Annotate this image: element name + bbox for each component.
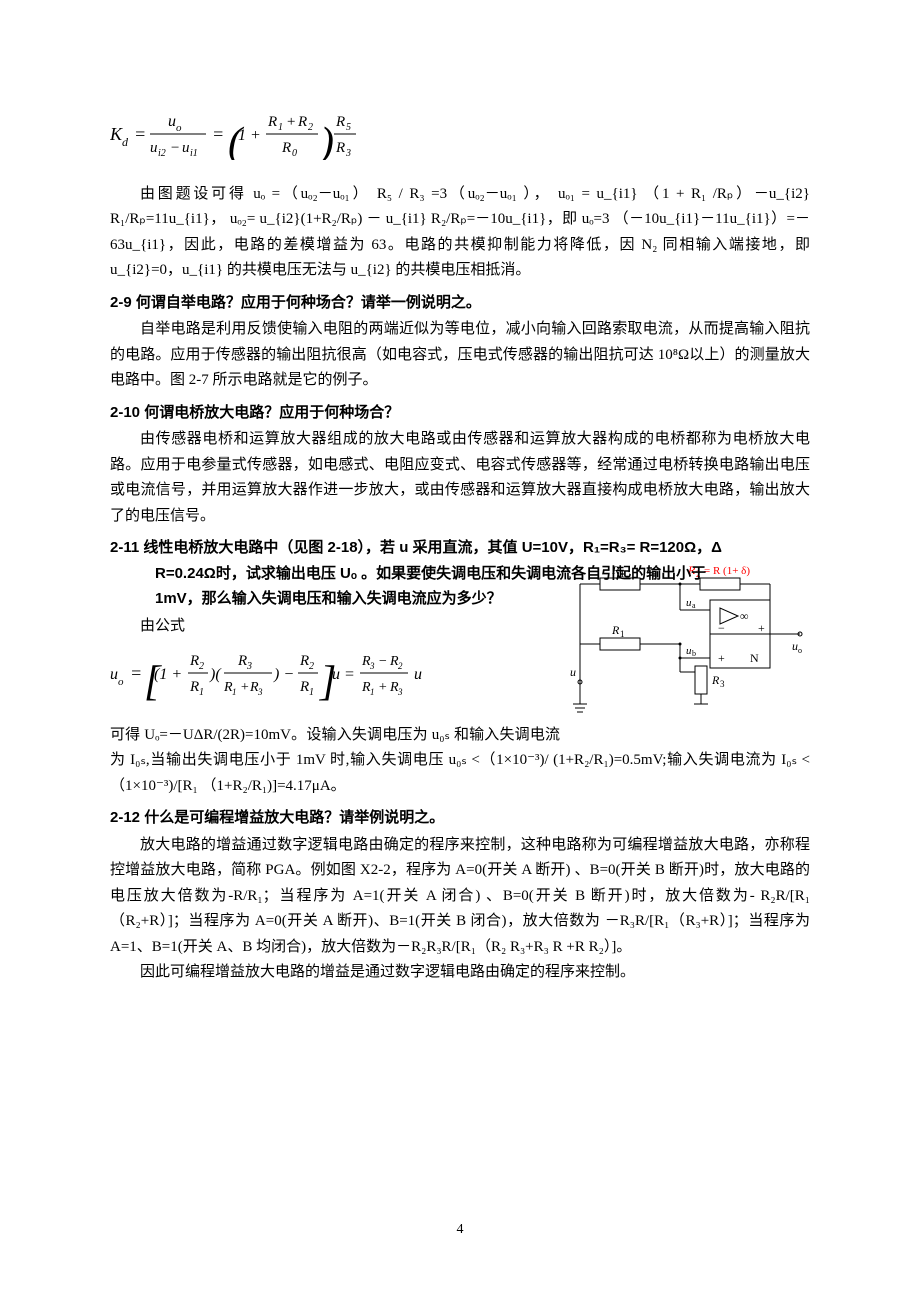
svg-text:3: 3 (720, 679, 725, 689)
svg-text:)(: )( (209, 666, 222, 683)
svg-text:3: 3 (397, 687, 403, 697)
circuit-diagram: R1 R 2 = R (1+ δ) ua R1 ub (570, 564, 810, 734)
heading-2-10: 2-10 何谓电桥放大电路？应用于何种场合？ (110, 400, 810, 426)
svg-text:5: 5 (346, 122, 351, 133)
svg-text:o: o (176, 122, 182, 134)
svg-text:+: + (758, 621, 765, 635)
svg-text:1: 1 (278, 122, 283, 133)
svg-text:=: = (134, 124, 146, 144)
svg-text:3: 3 (257, 687, 263, 697)
svg-text:3: 3 (369, 661, 375, 671)
heading-2-9: 2-9 何谓自举电路？应用于何种场合？请举一例说明之。 (110, 290, 810, 316)
svg-text:1 +: 1 + (238, 127, 261, 144)
svg-text:+: + (286, 114, 296, 130)
svg-text:i2: i2 (158, 148, 166, 159)
svg-text:u =: u = (332, 666, 355, 683)
svg-text:1: 1 (232, 687, 237, 697)
paragraph-2-12-b: 因此可编程增益放大电路的增益是通过数字逻辑电路由确定的程序来控制。 (110, 960, 810, 986)
svg-text:∞: ∞ (740, 609, 749, 623)
paragraph-1: 由图题设可得 uₒ =（uₒ₂－uₒ₁） R₅ / R₃ =3（uₒ₂－uₒ₁ … (110, 182, 810, 284)
page-number: 4 (0, 1218, 920, 1242)
svg-text:) −: ) − (273, 666, 294, 683)
svg-text:(1 +: (1 + (154, 666, 182, 683)
svg-text:R: R (281, 140, 291, 156)
svg-text:=: = (212, 124, 224, 144)
heading-2-11-b: R=0.24Ω时，试求输出电压 Uₒ 。如果要使失调电压和失调电流各自引起的输出… (110, 561, 810, 587)
svg-text:o: o (118, 676, 124, 688)
paragraph-2-9: 自举电路是利用反馈使输入电阻的两端近似为等电位，减小向输入回路索取电流，从而提高… (110, 317, 810, 394)
svg-text:R: R (189, 653, 199, 669)
svg-text:3: 3 (345, 148, 351, 159)
svg-text:R: R (189, 679, 199, 695)
svg-text:2: 2 (398, 661, 403, 671)
svg-text:N: N (750, 651, 759, 665)
svg-text:−: − (718, 621, 725, 635)
svg-text:2: 2 (199, 661, 204, 672)
svg-text:+: + (718, 651, 725, 665)
svg-text:2: 2 (309, 661, 314, 672)
svg-text:1: 1 (620, 629, 625, 639)
paragraph-2-12-a: 放大电路的增益通过数字逻辑电路由确定的程序来控制，这种电路称为可编程增益放大电路… (110, 833, 810, 961)
svg-text:−: − (378, 654, 387, 669)
svg-text:u: u (168, 113, 176, 130)
svg-text:R: R (611, 623, 620, 637)
svg-text:0: 0 (292, 148, 297, 159)
svg-text:d: d (122, 135, 129, 149)
svg-text:1: 1 (309, 687, 314, 698)
svg-text:1: 1 (370, 687, 375, 697)
svg-text:+: + (378, 680, 387, 695)
paragraph-2-11-b: 可得 Uₒ=－UΔR/(2R)=10mV。设输入失调电压为 u₀ₛ 和输入失调电… (110, 723, 810, 800)
svg-text:a: a (692, 601, 696, 610)
svg-text:R: R (711, 673, 720, 687)
svg-text:o: o (798, 646, 802, 655)
svg-text:=: = (130, 663, 142, 683)
svg-text:i1: i1 (190, 148, 198, 159)
svg-text:+: + (240, 680, 249, 695)
svg-text:3: 3 (246, 661, 252, 672)
svg-text:R: R (299, 653, 309, 669)
svg-text:R: R (237, 653, 247, 669)
svg-text:u: u (414, 666, 422, 683)
svg-text:u: u (570, 665, 576, 679)
svg-text:R: R (297, 114, 307, 130)
formula-top: K d = u o u i2 − u i1 = ( 1 + R 1 + R 2 … (110, 106, 810, 170)
svg-text:R: R (267, 114, 277, 130)
paragraph-2-10: 由传感器电桥和运算放大器组成的放大电路或由传感器和运算放大器构成的电桥都称为电桥… (110, 427, 810, 529)
svg-text:): ) (318, 120, 334, 160)
svg-text:−: − (170, 140, 180, 156)
svg-text:u: u (150, 140, 158, 156)
document-page: K d = u o u i2 − u i1 = ( 1 + R 1 + R 2 … (0, 0, 920, 1302)
svg-text:= R (1+ δ): = R (1+ δ) (704, 565, 750, 577)
svg-text:R: R (335, 140, 345, 156)
svg-text:R: R (335, 114, 345, 130)
svg-text:1: 1 (199, 687, 204, 698)
svg-text:u: u (182, 140, 190, 156)
heading-2-12: 2-12 什么是可编程增益放大电路？请举例说明之。 (110, 805, 810, 831)
svg-text:u: u (110, 666, 118, 683)
svg-text:2: 2 (308, 122, 313, 133)
svg-text:b: b (692, 649, 696, 658)
svg-text:R: R (299, 679, 309, 695)
heading-2-11-a: 2-11 线性电桥放大电路中（见图 2-18），若 u 采用直流，其值 U=10… (110, 535, 810, 561)
